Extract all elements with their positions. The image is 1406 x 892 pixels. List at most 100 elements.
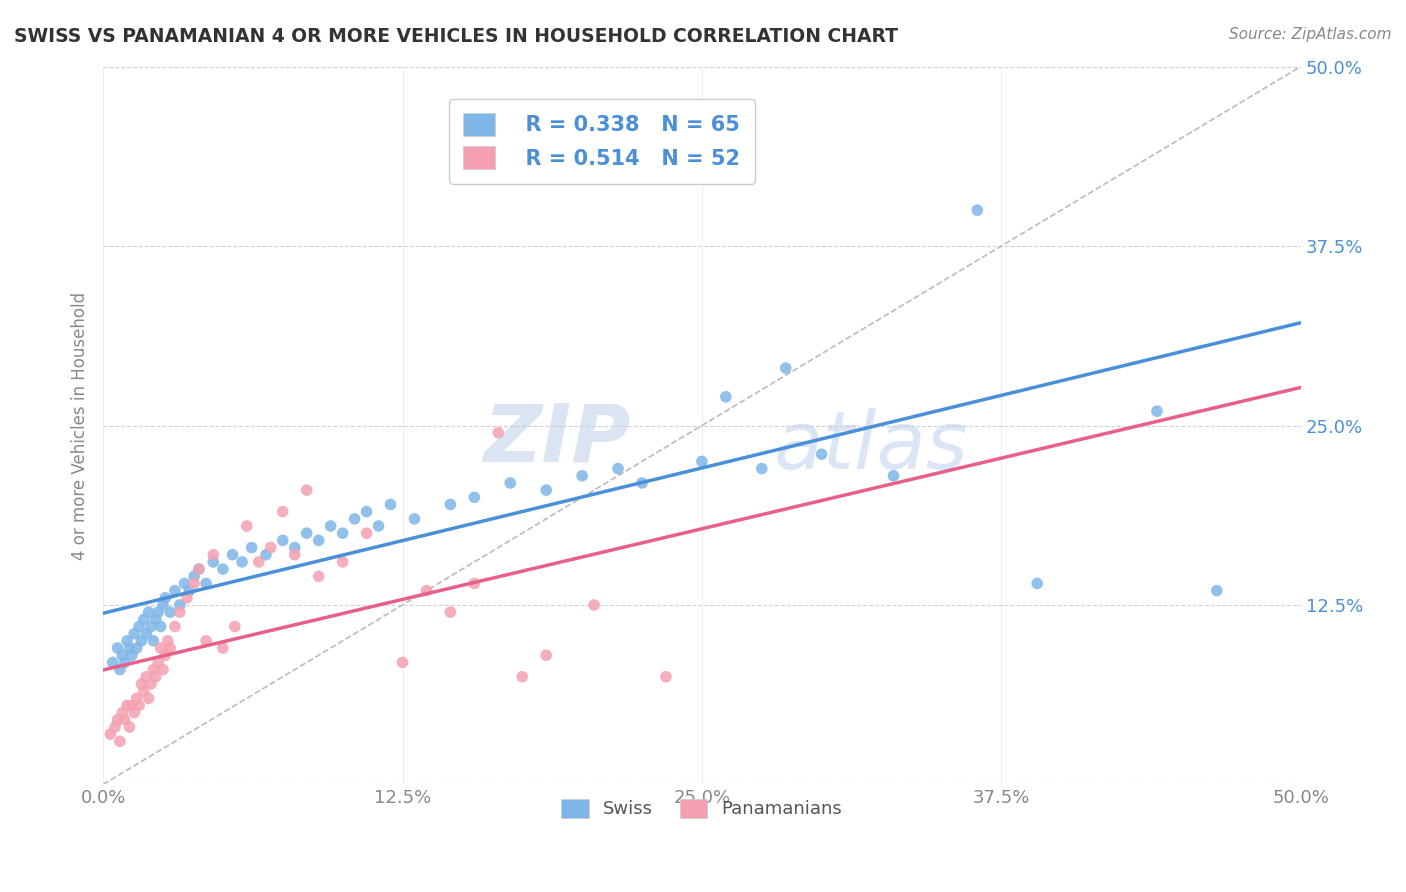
Point [187, 562, 209, 576]
Point [271, 533, 294, 548]
Point [202, 555, 225, 569]
Point [284, 541, 307, 555]
Point [148, 605, 170, 619]
Point [169, 598, 191, 612]
Point [155, 648, 177, 663]
Point [183, 576, 205, 591]
Point [240, 541, 263, 555]
Point [122, 626, 145, 640]
Point [115, 633, 138, 648]
Point [463, 576, 485, 591]
Point [145, 670, 167, 684]
Text: SWISS VS PANAMANIAN 4 OR MORE VEHICLES IN HOUSEHOLD CORRELATION CHART: SWISS VS PANAMANIAN 4 OR MORE VEHICLES I… [14, 27, 898, 45]
Point [159, 605, 181, 619]
Point [132, 684, 155, 698]
Point [114, 656, 136, 670]
Point [121, 648, 143, 663]
Point [415, 583, 437, 598]
Point [571, 468, 593, 483]
Point [271, 505, 294, 519]
Point [655, 145, 678, 160]
Point [202, 548, 225, 562]
Point [439, 498, 461, 512]
Point [499, 475, 522, 490]
Point [380, 498, 402, 512]
Point [343, 512, 366, 526]
Point [187, 562, 209, 576]
Point [631, 475, 654, 490]
Point [751, 461, 773, 475]
Point [145, 612, 167, 626]
Text: Source: ZipAtlas.com: Source: ZipAtlas.com [1229, 27, 1392, 42]
Point [236, 519, 259, 533]
Point [115, 698, 138, 713]
Point [183, 569, 205, 583]
Point [224, 619, 246, 633]
Point [534, 648, 557, 663]
Point [142, 633, 165, 648]
Point [212, 641, 235, 656]
Point [810, 447, 832, 461]
Point [131, 677, 153, 691]
Point [108, 734, 131, 748]
Point [439, 605, 461, 619]
Point [391, 656, 413, 670]
Point [655, 670, 678, 684]
Point [319, 519, 342, 533]
Point [159, 641, 181, 656]
Point [583, 598, 606, 612]
Point [308, 569, 330, 583]
Point [152, 598, 174, 612]
Point [163, 583, 186, 598]
Point [882, 468, 904, 483]
Point [295, 526, 318, 541]
Point [179, 583, 201, 598]
Point [295, 483, 318, 497]
Point [221, 548, 243, 562]
Point [356, 526, 378, 541]
Point [138, 605, 160, 619]
Point [714, 390, 737, 404]
Point [104, 720, 127, 734]
Point [125, 641, 148, 656]
Point [510, 670, 533, 684]
Point [148, 656, 170, 670]
Point [195, 576, 218, 591]
Point [107, 641, 129, 656]
Point [212, 562, 235, 576]
Point [135, 670, 157, 684]
Point [1205, 583, 1227, 598]
Point [284, 548, 307, 562]
Point [142, 663, 165, 677]
Point [101, 656, 124, 670]
Legend: Swiss, Panamanians: Swiss, Panamanians [554, 792, 849, 826]
Point [125, 691, 148, 706]
Point [135, 626, 157, 640]
Point [152, 663, 174, 677]
Point [139, 619, 162, 633]
Point [690, 454, 713, 468]
Point [132, 612, 155, 626]
Point [260, 541, 283, 555]
Point [332, 555, 354, 569]
Point [966, 203, 988, 218]
Point [138, 691, 160, 706]
Point [114, 713, 136, 727]
Point [149, 641, 172, 656]
Point [108, 663, 131, 677]
Point [775, 361, 797, 376]
Point [118, 720, 141, 734]
Point [98, 727, 121, 741]
Point [139, 677, 162, 691]
Text: ZIP: ZIP [482, 401, 630, 479]
Point [163, 619, 186, 633]
Point [173, 576, 195, 591]
Point [156, 633, 179, 648]
Point [195, 633, 218, 648]
Point [111, 648, 134, 663]
Point [1026, 576, 1049, 591]
Point [231, 555, 253, 569]
Point [486, 425, 509, 440]
Point [247, 555, 270, 569]
Text: atlas: atlas [773, 408, 969, 486]
